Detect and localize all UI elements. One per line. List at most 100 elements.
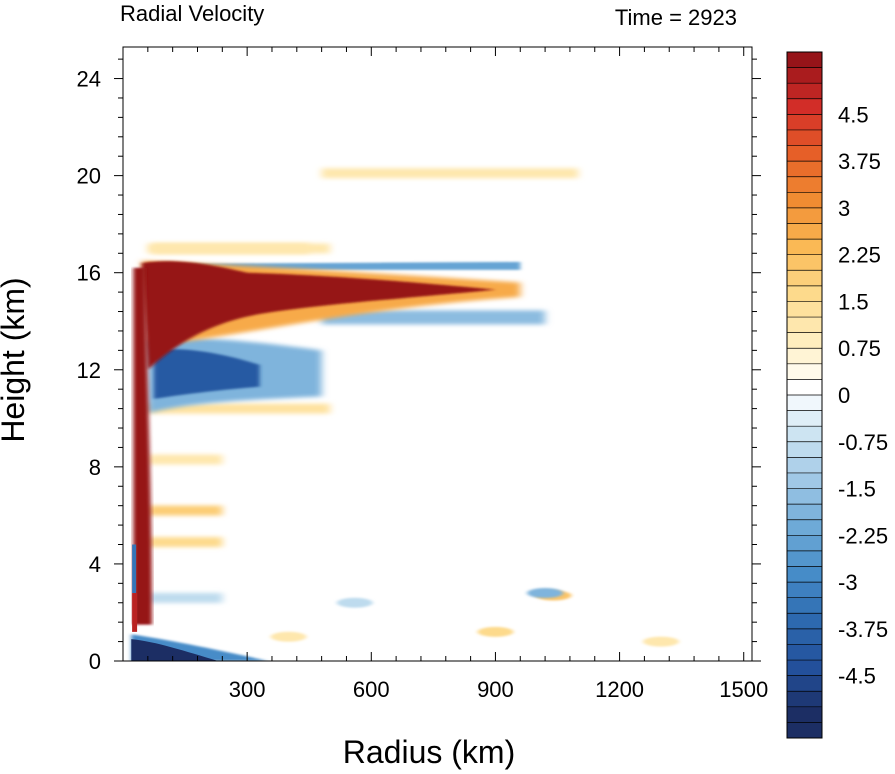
- colorbar-swatch: [787, 675, 822, 692]
- colorbar-swatch: [787, 582, 822, 599]
- y-tick-label: 0: [89, 649, 101, 674]
- boundary-inflow-core: [131, 639, 219, 661]
- colorbar-label: -3.75: [838, 617, 888, 642]
- axis-ticks: [114, 47, 761, 662]
- colorbar-swatch: [787, 363, 822, 380]
- colorbar-swatch: [787, 317, 822, 334]
- weak-band: [147, 505, 223, 516]
- eyewall-updraft: [133, 267, 152, 625]
- colorbar-swatch: [787, 550, 822, 567]
- y-tick-label: 24: [77, 67, 101, 92]
- colorbar-swatch: [787, 457, 822, 474]
- colorbar-swatch: [787, 691, 822, 708]
- colorbar-swatch: [787, 67, 822, 84]
- y-tick-label: 4: [89, 552, 101, 577]
- y-axis-label: Height (km): [0, 277, 31, 442]
- colorbar-swatch: [787, 628, 822, 645]
- inner-inflow-speck: [132, 544, 137, 594]
- colorbar-swatch: [787, 519, 822, 536]
- colorbar-swatch: [787, 332, 822, 349]
- colorbar-swatch: [787, 426, 822, 443]
- colorbar-swatch: [787, 83, 822, 100]
- y-tick-label: 20: [77, 164, 101, 189]
- x-axis-label: Radius (km): [343, 734, 515, 770]
- colorbar-swatch: [787, 98, 822, 115]
- weak-anomaly: [270, 631, 307, 642]
- colorbar-swatch: [787, 410, 822, 427]
- colorbar-swatch: [787, 52, 822, 68]
- y-tick-label: 12: [77, 358, 101, 383]
- colorbar-swatch: [787, 441, 822, 458]
- velocity-field: [131, 168, 679, 661]
- colorbar-label: 3.75: [838, 149, 881, 174]
- colorbar-label: -1.5: [838, 477, 876, 502]
- colorbar-swatch: [787, 301, 822, 318]
- weak-band: [147, 454, 223, 465]
- midlevel-inflow-core: [154, 349, 260, 399]
- colorbar-swatch: [787, 176, 822, 193]
- colorbar-swatch: [787, 192, 822, 209]
- plot-border: [122, 46, 753, 662]
- colorbar-swatch: [787, 706, 822, 723]
- colorbar-swatch: [787, 285, 822, 302]
- colorbar-swatch: [787, 535, 822, 552]
- weak-band: [151, 243, 310, 254]
- colorbar: [786, 51, 823, 739]
- colorbar-swatch: [787, 472, 822, 489]
- weak-band: [147, 403, 330, 414]
- weak-band: [147, 537, 223, 548]
- colorbar-swatch: [787, 613, 822, 630]
- colorbar-label: -3: [838, 570, 858, 595]
- colorbar-swatch: [787, 488, 822, 505]
- colorbar-label: 4.5: [838, 102, 869, 127]
- colorbar-swatch: [787, 660, 822, 677]
- colorbar-label: 3: [838, 196, 850, 221]
- chart-title: Radial Velocity: [120, 1, 264, 26]
- colorbar-swatch: [787, 348, 822, 365]
- weak-band: [321, 168, 579, 179]
- x-tick-label: 1200: [595, 677, 644, 702]
- colorbar-swatch: [787, 254, 822, 271]
- time-label: Time = 2923: [615, 5, 737, 30]
- colorbar-swatch: [787, 644, 822, 661]
- x-tick-labels: 300 600 900 1200 1500: [229, 677, 768, 702]
- colorbar-swatch: [787, 379, 822, 396]
- colorbar-swatch: [787, 395, 822, 411]
- y-tick-labels: 0 4 8 12 16 20 24: [77, 67, 101, 674]
- weak-anomaly: [527, 588, 564, 599]
- colorbar-swatch: [787, 270, 822, 287]
- x-tick-label: 300: [229, 677, 266, 702]
- colorbar-swatch: [787, 597, 822, 614]
- colorbar-label: 1.5: [838, 289, 869, 314]
- colorbar-swatch: [787, 566, 822, 583]
- y-tick-label: 16: [77, 261, 101, 286]
- colorbar-swatch: [787, 129, 822, 146]
- colorbar-swatch: [787, 114, 822, 131]
- x-tick-label: 900: [477, 677, 514, 702]
- weak-band: [147, 592, 223, 603]
- colorbar-label: -0.75: [838, 430, 888, 455]
- colorbar-swatch: [787, 145, 822, 162]
- x-tick-label: 600: [353, 677, 390, 702]
- colorbar-swatch: [787, 239, 822, 256]
- lower-inflow-band: [321, 310, 546, 325]
- colorbar-swatch: [787, 223, 822, 240]
- colorbar-swatch: [787, 504, 822, 521]
- outflow-core: [141, 261, 496, 370]
- weak-anomaly: [642, 636, 679, 647]
- y-tick-label: 8: [89, 455, 101, 480]
- colorbar-border: [786, 51, 823, 739]
- inner-outflow-speck: [132, 593, 138, 632]
- colorbar-swatch: [787, 722, 822, 739]
- colorbar-label: 0.75: [838, 336, 881, 361]
- colorbar-label: -2.25: [838, 523, 888, 548]
- weak-anomaly: [477, 626, 514, 637]
- colorbar-swatch: [787, 207, 822, 224]
- colorbar-swatch: [787, 161, 822, 178]
- weak-anomaly: [336, 597, 373, 608]
- colorbar-label: 0: [838, 383, 850, 408]
- x-tick-label: 1500: [719, 677, 768, 702]
- colorbar-label: 2.25: [838, 243, 881, 268]
- colorbar-labels: 4.5 3.75 3 2.25 1.5 0.75 0 -0.75 -1.5 -2.25 -3 -3.7…: [838, 102, 888, 688]
